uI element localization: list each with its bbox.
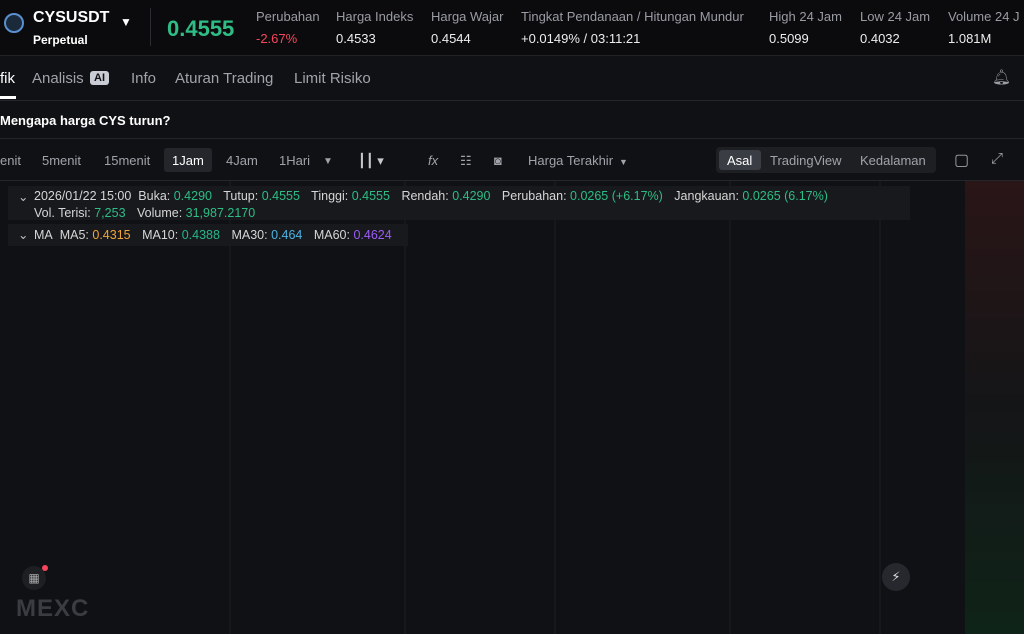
field-value: 0.4555 [351,189,390,203]
stat-value: -2.67% [256,31,298,46]
interval[interactable]: 1Jam [172,153,204,168]
stat-label: Low 24 Jam [860,9,931,24]
field-value: 0.4290 [452,189,491,203]
ohlc-line: 2026/01/22 15:00 Buka: 0.4290 Tutup: 0.4… [34,189,836,203]
stat-value: 0.4533 [336,31,376,46]
legend-value: 0.4624 [353,228,392,242]
question-link[interactable]: Mengapa harga CYS turun? [0,113,171,128]
camera-icon[interactable]: ◙ [494,153,502,168]
stat-value: 1.081M [948,31,992,46]
legend-value: 0.464 [271,228,303,242]
tab[interactable]: Aturan Trading [175,70,274,87]
bar-date: 2026/01/22 15:00 [34,189,132,203]
chart [229,181,1024,634]
watermark: MEXC [16,595,90,622]
legend-value: 0.4315 [92,228,131,242]
field-label: Rendah: [401,189,449,203]
legend-name: MA30: [231,228,268,242]
legend-name: MA10: [142,228,179,242]
ma-title: MA [34,228,53,242]
layout-icon[interactable]: ☷ [460,153,472,168]
symbol-caret[interactable]: ▼ [120,15,132,29]
legend-value: 0.4388 [181,228,220,242]
window-icon[interactable]: ▢ [954,152,970,169]
volume-line: Vol. Terisi: 7,253 Volume: 31,987.2170 [34,206,263,220]
interval[interactable]: 15menit [104,153,151,168]
tab[interactable]: Analisis [32,70,84,87]
interval[interactable]: 1Hari [279,153,311,168]
tab-underline [0,96,16,99]
tab[interactable]: Limit Risiko [294,70,371,87]
field-label: Volume: [137,206,183,220]
interval[interactable]: 4Jam [226,153,258,168]
collapse-icon[interactable]: ⌄ [18,228,29,242]
divider [150,8,151,46]
indicator-icon[interactable]: fx [428,153,439,168]
last-price: 0.4555 [167,16,235,41]
bell-icon[interactable]: 🔔︎ [992,69,1012,86]
field-value: 0.4555 [261,189,300,203]
interval[interactable]: 5menit [42,153,82,168]
price-type-caret[interactable]: ▼ [619,157,628,167]
top-bar [0,0,1024,56]
divider [0,138,1024,139]
tab[interactable]: Info [131,70,157,87]
quick-trade-button[interactable]: ⚡︎ [882,563,910,591]
symbol[interactable]: CYSUSDT [33,9,110,26]
interval-selected-bg [164,148,212,172]
field-value: 31,987.2170 [185,206,256,220]
stat-label: Harga Indeks [336,9,414,24]
chart-type-icon[interactable]: ┃┃ ▾ [358,153,384,168]
legend-name: MA5: [59,228,89,242]
stat-label: Perubahan [256,9,320,24]
stat-value: 0.5099 [769,31,809,46]
stat-label: Harga Wajar [431,9,504,24]
fullscreen-icon[interactable]: ⤢ [991,150,1004,167]
view-option[interactable]: Kedalaman [860,153,926,168]
field-label: Tutup: [223,189,259,203]
divider [0,100,1024,101]
field-label: Perubahan: [501,189,567,203]
view-option[interactable]: Asal [727,153,753,168]
stat-label: Volume 24 J [948,9,1020,24]
field-value: 0.4290 [173,189,212,203]
tab[interactable]: fik [0,70,15,87]
interval-caret[interactable]: ▼ [323,156,333,167]
field-label: Vol. Terisi: [34,206,91,220]
field-value: 0.0265 (6.17%) [742,189,828,203]
stat-value: 0.4544 [431,31,471,46]
ohlc-panel [8,186,910,220]
view-selected-bg [719,150,761,170]
field-label: Buka: [138,189,171,203]
divider [0,180,1024,181]
ai-badge: AI [90,71,109,85]
ma-panel [8,224,408,246]
field-label: Tinggi: [311,189,349,203]
field-value: 0.0265 (+6.17%) [570,189,663,203]
stat-label: Tingkat Pendanaan / Hitungan Mundur [521,9,744,24]
stat-label: High 24 Jam [769,9,842,24]
stat-value: +0.0149% / 03:11:21 [521,31,641,46]
legend-name: MA60: [313,228,350,242]
coin-logo [4,13,24,33]
ma-legend: MA MA5: 0.4315 MA10: 0.4388 MA30: 0.464 … [34,228,400,242]
stat-value: 0.4032 [860,31,900,46]
collapse-icon[interactable]: ⌄ [18,190,29,204]
notification-dot [42,565,48,571]
field-label: Jangkauan: [674,189,739,203]
price-type[interactable]: Harga Terakhir [528,153,614,168]
interval[interactable]: enit [0,153,21,168]
contract-type: Perpetual [33,33,88,47]
price-axis-bg [965,181,1024,634]
field-value: 7,253 [94,206,126,220]
view-option[interactable]: TradingView [770,153,842,168]
